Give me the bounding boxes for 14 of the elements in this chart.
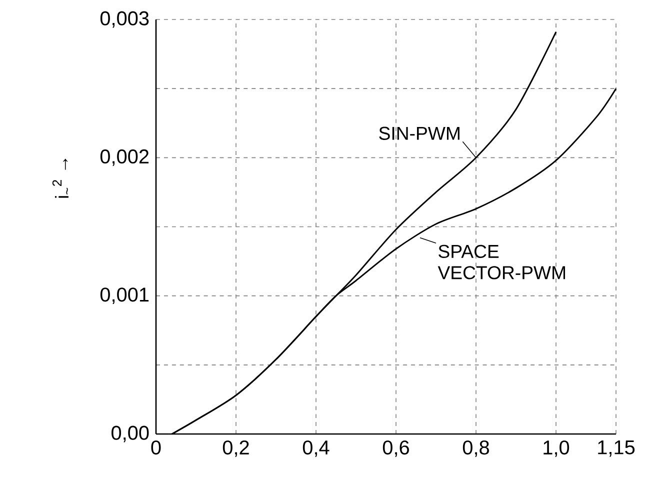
x-tick-label: 0,8 <box>462 440 489 457</box>
y-axis-title: i$_{~}$$^{2}$ → <box>52 158 68 198</box>
x-tick-label: 0,4 <box>302 440 330 457</box>
annotation: SIN-PWM <box>379 126 460 140</box>
x-tick-label: 1,15 <box>598 440 635 457</box>
x-tick-label: 0,6 <box>382 440 409 457</box>
x-tick-label: 1,0 <box>544 440 570 457</box>
y-tick-label: 0,002 <box>100 149 149 166</box>
y-tick-label: 0,003 <box>100 11 149 28</box>
y-tick-label: 0,001 <box>100 288 149 304</box>
x-tick-label: 0,2 <box>222 440 249 457</box>
y-tick-label: 0,00 <box>112 426 149 442</box>
x-tick-label: 0 <box>151 440 161 455</box>
annotation: SPACE VECTOR-PWM <box>438 244 566 280</box>
